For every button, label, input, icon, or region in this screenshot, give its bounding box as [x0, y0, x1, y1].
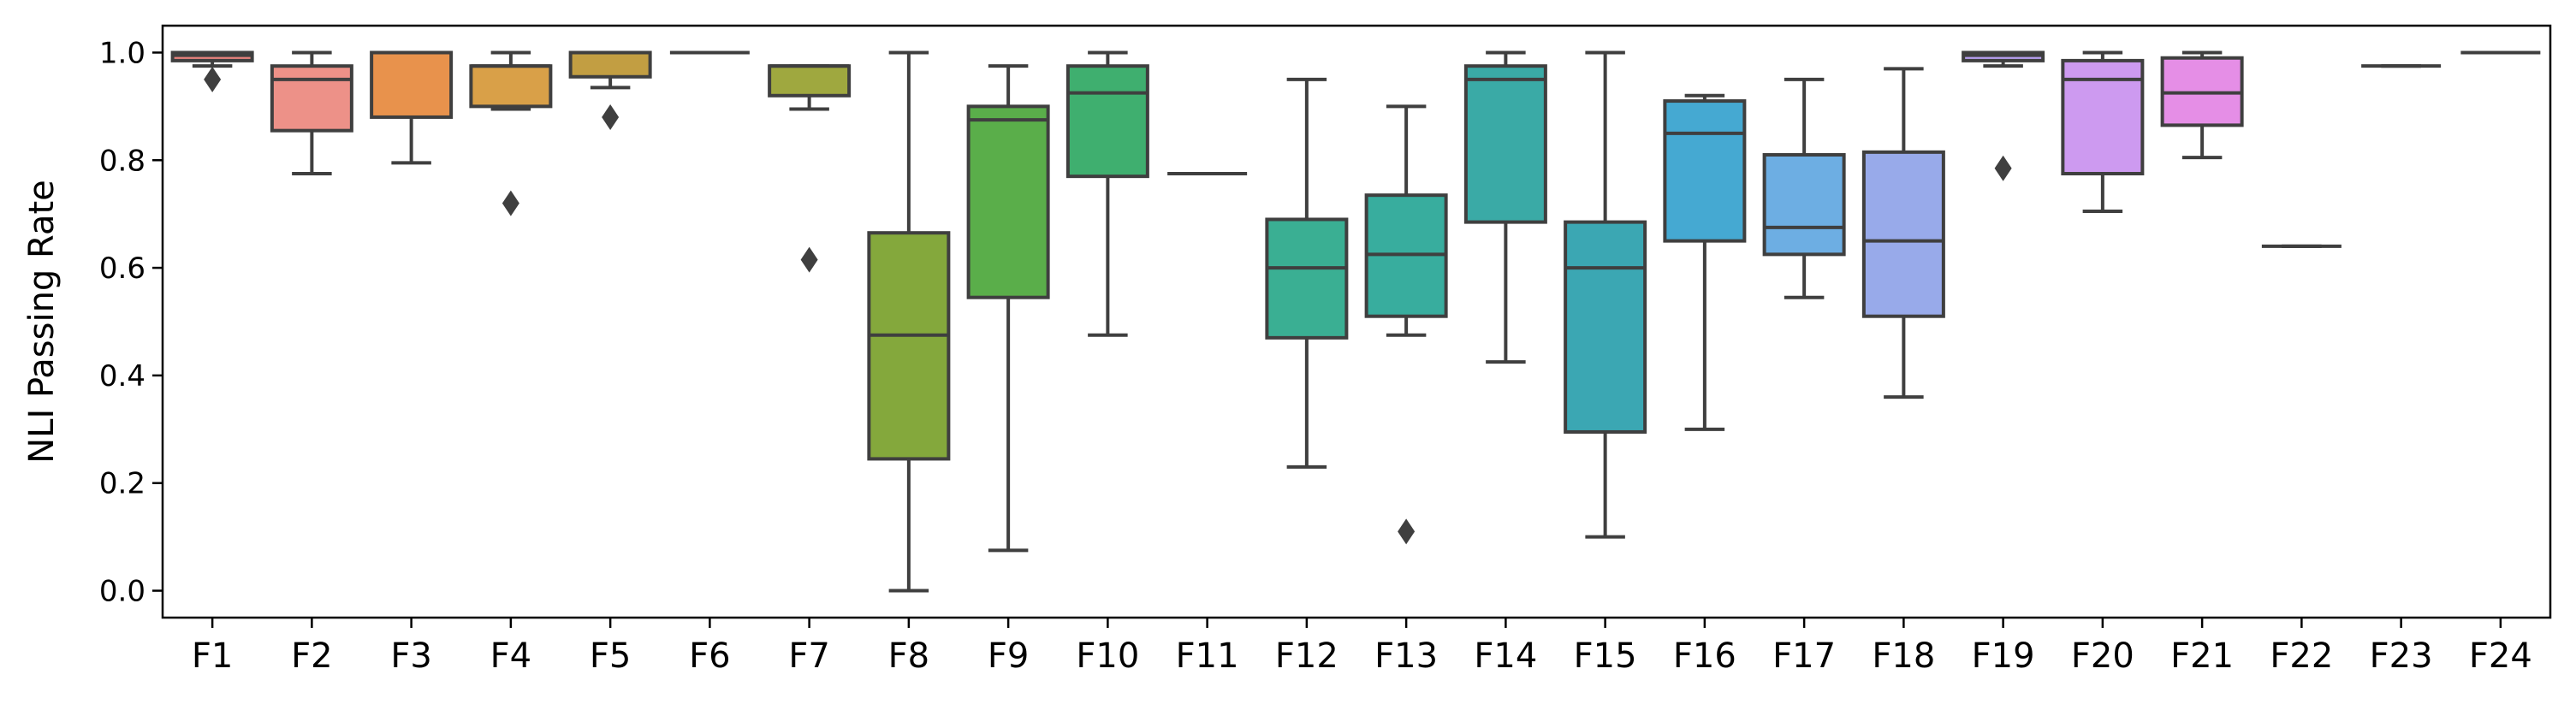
x-tick-label: F18	[1872, 636, 1935, 676]
box-f2	[270, 50, 353, 175]
y-tick-label: 0.6	[99, 251, 145, 286]
outlier-point	[204, 66, 222, 92]
box-f10	[1065, 50, 1149, 337]
box-body	[469, 64, 553, 109]
box-body	[2061, 58, 2145, 175]
x-tick-label: F21	[2170, 636, 2234, 676]
box-f18	[1861, 67, 1945, 399]
box-f14	[1463, 50, 1547, 364]
y-axis: 0.0 0.2 0.4 0.6 0.8 1.0	[99, 36, 163, 609]
x-tick-label: F23	[2370, 636, 2433, 676]
plot-marks	[170, 50, 2541, 593]
box-f15	[1564, 50, 1647, 539]
outlier-point	[502, 190, 519, 216]
y-axis-label: NLI Passing Rate	[22, 180, 62, 464]
x-tick-label: F10	[1076, 636, 1139, 676]
x-tick-label: F20	[2071, 636, 2134, 676]
box-body	[867, 231, 951, 461]
box-f8	[867, 50, 951, 593]
x-tick-label: F2	[291, 636, 332, 676]
box-f3	[370, 50, 454, 165]
x-tick-label: F16	[1673, 636, 1736, 676]
box-body	[1861, 150, 1945, 318]
y-tick-label: 0.8	[99, 144, 145, 178]
outlier-point	[1398, 518, 1416, 545]
box-f5	[568, 50, 652, 130]
box-f21	[2160, 50, 2244, 160]
box-body	[1663, 99, 1747, 243]
box-body	[568, 50, 652, 79]
box-f9	[966, 64, 1050, 553]
x-tick-label: F5	[590, 636, 631, 676]
x-tick-label: F17	[1772, 636, 1836, 676]
x-tick-label: F3	[390, 636, 431, 676]
x-tick-label: F8	[888, 636, 929, 676]
y-tick-label: 1.0	[99, 36, 145, 70]
box-f12	[1265, 77, 1349, 469]
box-body	[768, 64, 852, 98]
box-body	[1065, 64, 1149, 179]
y-tick-label: 0.0	[99, 575, 145, 609]
box-f4	[469, 50, 553, 216]
x-tick-label: F6	[689, 636, 730, 676]
x-axis: F1 F2 F3 F4 F5 F6 F7 F8 F9 F10 F11 F12 F13 F14 F15 F16 F…	[192, 618, 2532, 676]
x-tick-label: F9	[988, 636, 1029, 676]
box-f19	[1962, 50, 2045, 181]
y-tick-label: 0.4	[99, 359, 145, 393]
y-tick-label: 0.2	[99, 467, 145, 501]
box-body	[1463, 64, 1547, 224]
x-tick-label: F7	[788, 636, 829, 676]
x-tick-label: F22	[2270, 636, 2333, 676]
outlier-point	[1994, 155, 2012, 181]
x-tick-label: F19	[1972, 636, 2035, 676]
outlier-point	[602, 104, 620, 130]
box-f7	[768, 64, 852, 273]
box-body	[270, 64, 353, 133]
box-f1	[170, 50, 254, 92]
x-tick-label: F11	[1176, 636, 1239, 676]
box-body	[1564, 220, 1647, 434]
x-tick-label: F1	[192, 636, 233, 676]
plot-frame	[161, 24, 2552, 619]
x-tick-label: F12	[1275, 636, 1338, 676]
box-f20	[2061, 50, 2145, 214]
x-tick-label: F24	[2469, 636, 2532, 676]
outlier-point	[800, 246, 818, 273]
box-body	[370, 50, 454, 119]
box-body	[1762, 152, 1846, 257]
x-tick-label: F14	[1474, 636, 1537, 676]
box-f16	[1663, 93, 1747, 431]
x-tick-label: F15	[1574, 636, 1637, 676]
box-f13	[1364, 104, 1448, 545]
box-body	[1265, 217, 1349, 340]
box-body	[966, 104, 1050, 299]
box-f17	[1762, 77, 1846, 299]
x-tick-label: F4	[490, 636, 531, 676]
x-tick-label: F13	[1374, 636, 1438, 676]
